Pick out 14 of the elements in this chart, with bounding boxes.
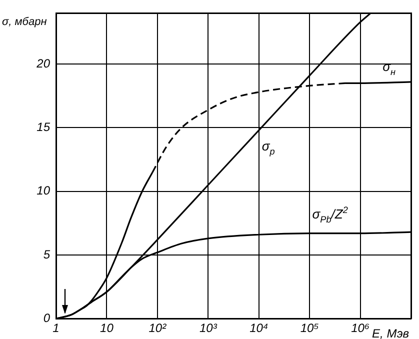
x-axis-title: E, Мэв [372, 326, 409, 339]
x-tick-label: 10⁵ [300, 321, 319, 336]
x-tick-label: 10² [148, 321, 168, 336]
x-tick-label: 10³ [199, 321, 218, 336]
y-tick-label: 15 [36, 120, 50, 134]
y-tick-label: 0 [43, 310, 50, 325]
y-axis-title: σ, мбарн [2, 16, 47, 28]
x-tick-label: 10 [100, 321, 114, 336]
y-tick-label: 20 [36, 56, 50, 70]
x-tick-label: 1 [52, 321, 60, 336]
y-tick-label: 5 [43, 247, 50, 262]
y-tick-label: 10 [36, 184, 50, 198]
x-tick-label: 10⁴ [250, 321, 268, 336]
x-tick-label: 10⁶ [351, 321, 370, 336]
